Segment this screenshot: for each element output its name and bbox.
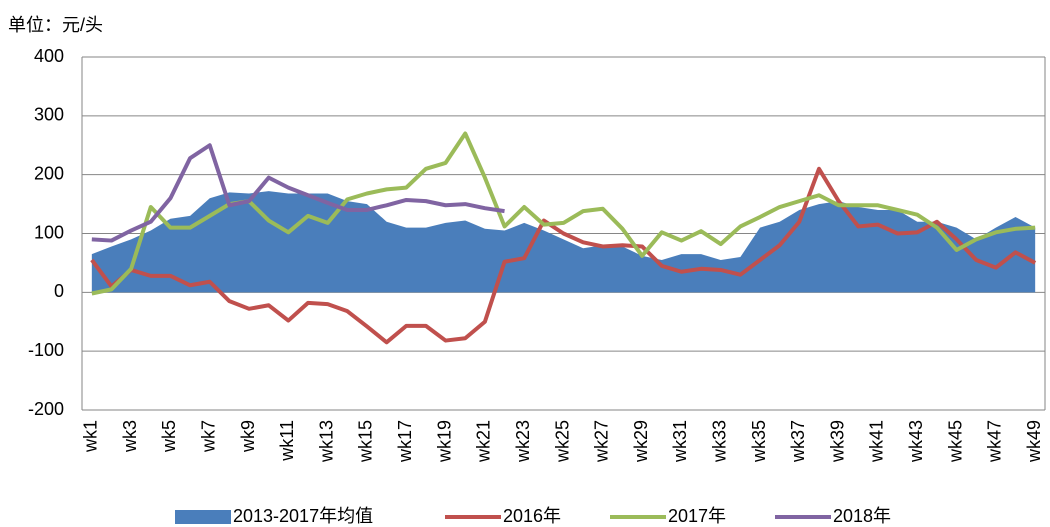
- x-tick-label: wk13: [316, 420, 336, 463]
- x-tick-label: wk35: [749, 420, 769, 463]
- x-tick-label: wk39: [827, 420, 847, 463]
- x-tick-label: wk11: [277, 420, 297, 462]
- x-tick-label: wk19: [434, 420, 454, 463]
- y-tick-label: 100: [34, 222, 64, 242]
- legend-label: 2017年: [668, 506, 726, 526]
- x-tick-label: wk31: [670, 420, 690, 463]
- legend-label: 2018年: [833, 506, 891, 526]
- x-tick-label: wk17: [395, 420, 415, 463]
- unit-label: 单位：元/头: [8, 15, 103, 35]
- legend-label: 2013-2017年均值: [233, 506, 373, 526]
- x-tick-label: wk15: [356, 420, 376, 463]
- x-tick-label: wk47: [985, 420, 1005, 463]
- x-tick-label: wk37: [788, 420, 808, 463]
- x-tick-label: wk27: [592, 420, 612, 463]
- x-tick-label: wk49: [1024, 420, 1044, 463]
- y-tick-label: 0: [54, 281, 64, 301]
- y-tick-label: 200: [34, 163, 64, 183]
- x-tick-label: wk41: [867, 420, 887, 463]
- y-tick-label: -100: [28, 340, 64, 360]
- x-tick-label: wk45: [945, 420, 965, 463]
- y-tick-label: 300: [34, 105, 64, 125]
- legend-label: 2016年: [503, 506, 561, 526]
- x-tick-label: wk7: [198, 420, 218, 453]
- x-tick-label: wk25: [552, 420, 572, 463]
- x-tick-label: wk5: [159, 420, 179, 453]
- x-tick-label: wk21: [474, 420, 494, 463]
- y-tick-label: -200: [28, 399, 64, 419]
- x-tick-label: wk33: [709, 420, 729, 463]
- legend-swatch: [175, 510, 231, 524]
- chart: 单位：元/头 -200 -100 0 100 200 300 400 wk1 wk3 wk5 wk7…: [0, 0, 1050, 527]
- x-tick-label: wk29: [631, 420, 651, 463]
- x-tick-label: wk3: [120, 420, 140, 453]
- x-tick-label: wk9: [238, 420, 258, 453]
- x-tick-label: wk23: [513, 420, 533, 463]
- y-tick-label: 400: [34, 46, 64, 66]
- x-tick-label: wk43: [906, 420, 926, 463]
- x-tick-label: wk1: [81, 420, 101, 453]
